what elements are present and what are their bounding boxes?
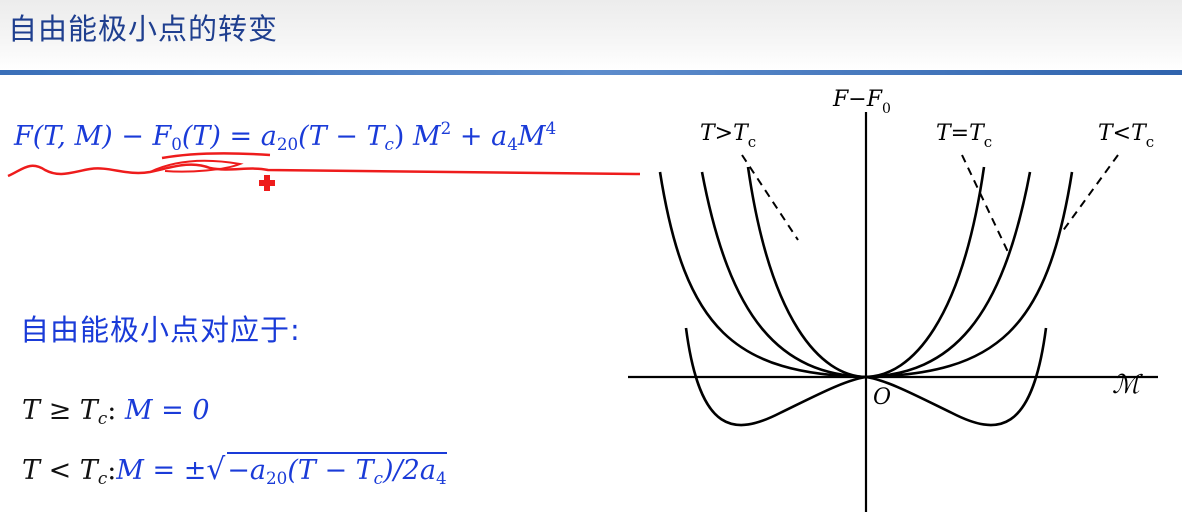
sqrt-a20: −a	[227, 455, 267, 486]
origin-label: O	[873, 385, 891, 410]
curve-label-below-tc: T<Tc	[1098, 121, 1154, 151]
y-axis-label: F−F0	[832, 87, 891, 117]
cond2-left: T < T	[22, 455, 98, 486]
eq-M2: M	[413, 120, 441, 152]
curve-label-at-tc: T=Tc	[936, 121, 992, 151]
cond2-colon: :	[107, 455, 117, 486]
eq-lhs-args: (T, M)	[32, 120, 113, 152]
header-divider	[0, 70, 1182, 75]
cond1-colon: :	[107, 395, 117, 426]
eq-M4-sup: 4	[545, 118, 557, 138]
condition-line-above-tc: T ≥ Tc: M = 0	[22, 395, 210, 428]
eq-a4-sub: 4	[507, 133, 518, 154]
leader-below-tc	[1061, 154, 1119, 233]
leader-above-tc	[741, 154, 799, 241]
minimum-condition-label: 自由能极小点对应于:	[20, 313, 301, 347]
condition-line-below-tc: T < Tc:M = ±√−a20(T − Tc)/2a4	[22, 452, 447, 488]
sqrt-body: −a20(T − Tc)/2a4	[227, 452, 447, 489]
eq-F0: F	[152, 120, 172, 152]
eq-M2-sup: 2	[440, 118, 452, 138]
curve-below-tc	[684, 327, 1048, 427]
sqrt-end: )/2a	[383, 455, 436, 486]
cond1-left: T ≥ T	[22, 395, 98, 426]
eq-M4: M	[517, 120, 546, 152]
sqrt-a20-sub: 20	[266, 468, 288, 489]
eq-paren: (T − T	[298, 120, 385, 152]
cond1-sub: c	[97, 408, 108, 429]
slide-header: 自由能极小点的转变	[0, 0, 1182, 70]
eq-F0-args: (T)	[181, 120, 221, 152]
eq-plus: +	[459, 120, 483, 152]
sqrt-tc-sub: c	[373, 468, 384, 489]
eq-F: F	[14, 120, 33, 152]
cond2-right: M = ±	[116, 455, 207, 486]
leader-at-tc	[961, 154, 1009, 253]
eq-equals: =	[229, 120, 253, 152]
eq-a20-sub: 20	[276, 133, 299, 154]
eq-paren-close: )	[393, 120, 405, 152]
sqrt-radical-icon: √	[206, 452, 226, 487]
free-energy-equation: F(T, M) − F0(T) = a20(T − Tc) M2 + a4M4	[14, 118, 556, 154]
sqrt-a4-sub: 4	[435, 468, 447, 489]
curve-label-above-tc: T>Tc	[700, 121, 756, 151]
x-axis-label: ℳ	[1112, 370, 1143, 400]
eq-tc-sub: c	[384, 133, 394, 154]
eq-a4: a	[491, 120, 508, 152]
cond2-sub: c	[97, 468, 108, 489]
eq-minus: −	[121, 120, 144, 152]
eq-a20: a	[260, 120, 277, 152]
cond1-right: M = 0	[124, 395, 210, 426]
slide-title: 自由能极小点的转变	[8, 12, 279, 46]
sqrt-mid: (T − T	[287, 455, 374, 486]
eq-F0-sub: 0	[171, 133, 182, 154]
